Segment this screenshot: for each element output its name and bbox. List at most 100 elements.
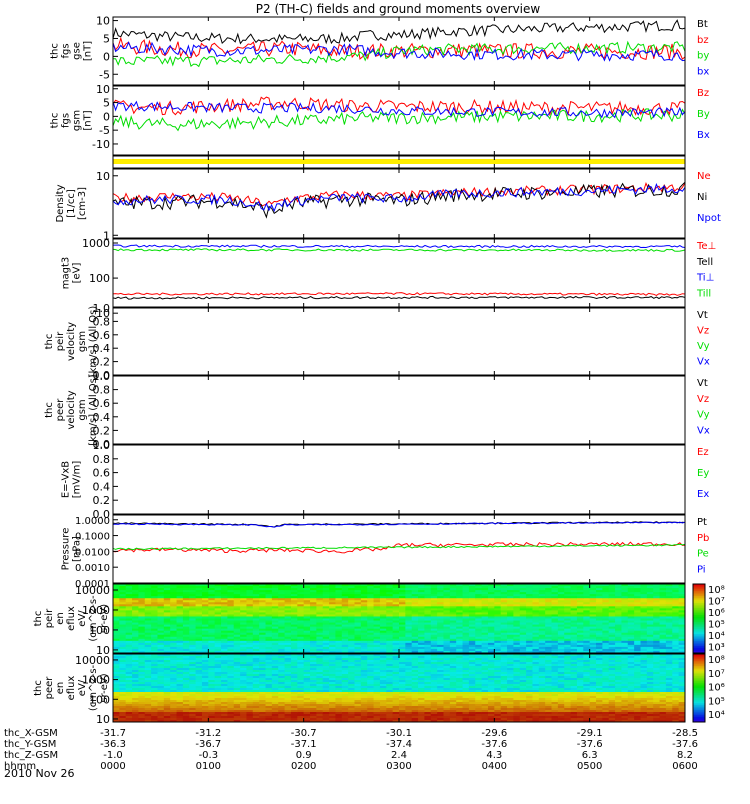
ylabel-density-0: Density (55, 184, 66, 222)
legend-peer_velocity-1: Vz (697, 394, 709, 405)
series-line-fgs_gse-0 (113, 20, 685, 43)
ylabel-peer_eflux-5: (cm^2-s- (88, 664, 99, 711)
legend-density-0: Ne (697, 171, 711, 182)
legend-fgs_gsm-1: By (697, 109, 710, 120)
ylabel-peer_velocity-3: gsm (77, 399, 88, 420)
ylabel-peir_velocity-3: gsm (77, 331, 88, 352)
colorbar-peir-label-0: 10⁸ (708, 585, 725, 596)
orbit-value-2-1: -0.3 (199, 750, 219, 761)
panel-frame-peir_velocity (113, 308, 685, 375)
ylabel-pressure-1: [nPa] (72, 536, 83, 562)
legend-peer_velocity-3: Vx (697, 425, 710, 436)
legend-peer_velocity-2: Vy (697, 410, 710, 421)
date-label: 2010 Nov 26 (4, 767, 74, 780)
orbit-value-0-1: -31.2 (195, 728, 221, 739)
orbit-value-0-3: -30.1 (386, 728, 412, 739)
ylabel-peir_eflux-0: thc (33, 611, 44, 627)
legend-temperature-3: Till (696, 288, 711, 299)
legend-fgs_gse-0: Bt (697, 19, 708, 30)
orbit-value-3-2: 0200 (291, 761, 316, 772)
colorbar-peer-label-0: 10⁸ (708, 655, 725, 666)
legend-peir_velocity-0: Vt (697, 310, 708, 321)
panel-data-peir_eflux (113, 584, 686, 654)
legend-peer_velocity-0: Vt (697, 378, 708, 389)
ytick-label-pressure-3: 0.0010 (75, 563, 110, 574)
legend-e_vxb-2: Ex (697, 489, 709, 500)
ytick-label-fgs_gse-3: -5 (99, 68, 110, 81)
ylabel-fgs_gse-3: [nT] (83, 41, 94, 61)
series-line-pressure-3 (113, 522, 685, 527)
plot-title: P2 (TH-C) fields and ground moments over… (256, 2, 541, 16)
ylabel-peir_eflux-1: peir (44, 608, 55, 628)
panel-frame-e_vxb (113, 445, 685, 514)
series-line-fgs_gse-3 (113, 42, 685, 60)
colorbar-peer-label-4: 10⁴ (708, 710, 725, 721)
series-line-temperature-2 (113, 245, 685, 248)
ylabel-fgs_gse-0: thc (50, 43, 61, 59)
ylabel-peer_eflux-6: sr-eV) (99, 673, 110, 702)
ylabel-peer_eflux-1: peer (44, 676, 55, 700)
ylabel-fgs_gsm-3: [nT] (83, 110, 94, 130)
ylabel-temperature-0: magt3 (61, 257, 72, 290)
orbit-row-label-1: thc_Y-GSM (4, 739, 56, 750)
ytick-label-fgs_gsm-0: 10 (96, 83, 110, 96)
orbit-value-0-0: -31.7 (100, 728, 126, 739)
orbit-value-0-2: -30.7 (291, 728, 317, 739)
legend-pressure-1: Pb (697, 533, 709, 544)
orbit-value-0-5: -29.1 (577, 728, 603, 739)
ytick-label-fgs_gsm-3: -5 (99, 124, 110, 137)
colorbar-peer-label-2: 10⁶ (708, 683, 725, 694)
legend-fgs_gse-2: by (697, 51, 709, 62)
ytick-label-fgs_gsm-4: -10 (92, 138, 110, 151)
orbit-value-3-5: 0500 (577, 761, 602, 772)
orbit-value-2-3: 2.4 (391, 750, 407, 761)
panel-frame-fgs_gsm (113, 86, 685, 155)
orbit-value-3-0: 0000 (100, 761, 125, 772)
ytick-label-peer_eflux-3: 10 (96, 713, 110, 726)
orbit-value-2-5: 6.3 (582, 750, 598, 761)
ylabel-peer_velocity-1: peer (55, 398, 66, 422)
ytick-label-fgs_gsm-1: 5 (103, 97, 110, 110)
ylabel-peer_eflux-0: thc (33, 680, 44, 696)
ytick-label-pressure-0: 1.0000 (75, 516, 110, 527)
series-line-temperature-1 (113, 296, 685, 299)
ylabel-peir_eflux-2: en (55, 612, 66, 625)
panel-data-pressure (113, 522, 685, 553)
ylabel-peir_velocity-0: thc (44, 334, 55, 350)
orbit-value-3-6: 0600 (672, 761, 697, 772)
ylabel-peer_eflux-2: en (55, 682, 66, 695)
legend-fgs_gsm-2: Bx (697, 130, 710, 141)
x-axis-table: thc_X-GSM-31.7-31.2-30.7-30.1-29.6-29.1-… (4, 728, 698, 772)
legend-fgs_gse-3: bx (697, 66, 709, 77)
ylabel-peir_eflux-3: eflux (66, 606, 77, 631)
orbit-row-label-0: thc_X-GSM (4, 728, 58, 739)
legend-pressure-3: Pi (697, 564, 706, 575)
ylabel-peer_eflux-4: eV/ (77, 679, 88, 696)
ytick-label-density-0: 10 (96, 170, 110, 183)
ytick-label-peir_eflux-0: 10000 (75, 584, 110, 597)
ylabel-peer_eflux-3: eflux (66, 676, 77, 701)
legend-peir_velocity-2: Vy (697, 341, 710, 352)
legend-fgs_gse-1: bz (697, 35, 709, 46)
orbit-value-2-6: 8.2 (677, 750, 693, 761)
ylabel-peir_eflux-6: sr-eV) (99, 604, 110, 633)
panel-data-fgs_gsm (113, 97, 685, 130)
colorbar-peir-label-5: 10³ (708, 642, 725, 653)
ylabel-peer_velocity-2: velocity (66, 390, 77, 429)
series-line-temperature-3 (113, 249, 685, 252)
panel-status_bar (113, 156, 685, 168)
orbit-value-3-3: 0300 (386, 761, 411, 772)
orbit-value-1-4: -37.6 (481, 739, 507, 750)
legend-temperature-1: Tell (696, 257, 713, 268)
ylabel-peir_velocity-2: velocity (66, 322, 77, 361)
legend-temperature-0: Te⊥ (696, 241, 716, 252)
ylabel-peir_velocity-1: peir (55, 331, 66, 351)
